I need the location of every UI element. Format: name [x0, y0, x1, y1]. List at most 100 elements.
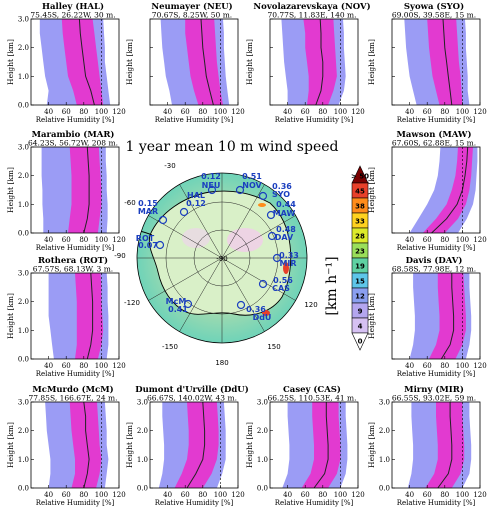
station-marker — [155, 240, 165, 250]
profile-panel: 40 60 80 100 120 0.0 1.0 2.0 3.0 Relative Humidit… — [6, 129, 126, 252]
interquartile-band — [422, 147, 473, 233]
x-tick-label: 60 — [423, 108, 432, 116]
median-line — [431, 146, 469, 234]
x-tick-label: 120 — [231, 108, 244, 116]
station-marker — [179, 207, 189, 217]
x-tick-label: 80 — [440, 491, 449, 499]
x-axis-label: Relative Humidity [%] — [36, 116, 115, 124]
median-line — [315, 18, 324, 106]
y-tick-label: 2.0 — [18, 427, 29, 435]
longitude-label: 120 — [304, 301, 317, 309]
panel-frame — [391, 272, 481, 360]
station-value: 0.15 — [138, 199, 158, 208]
x-tick-label: 100 — [95, 236, 108, 244]
y-tick-label: 3.0 — [18, 270, 29, 278]
profile-panel: 40 60 80 100 120 0.0 1.0 2.0 3.0 Relative Humidit… — [125, 384, 249, 507]
x-tick-label: 100 — [456, 108, 469, 116]
y-tick-label: 3.0 — [257, 399, 268, 407]
y-tick-label: 1.0 — [257, 456, 268, 464]
median-line — [186, 401, 206, 489]
panel-subtitle: 70.67S, 8.25W, 50 m. — [152, 11, 232, 20]
x-tick-label: 80 — [440, 108, 449, 116]
x-tick-label: 60 — [301, 491, 310, 499]
x-tick-label: 40 — [405, 108, 414, 116]
colorbar-tick-label: 4 — [358, 323, 363, 331]
x-tick-label: 100 — [95, 491, 108, 499]
y-tick-label: 1.0 — [379, 456, 390, 464]
x-tick-label: 120 — [112, 491, 125, 499]
x-tick-label: 120 — [351, 491, 364, 499]
meridian-line — [179, 257, 223, 332]
coastal-red-1 — [283, 262, 289, 274]
station-code: DAV — [275, 233, 294, 242]
station-code: NOV — [242, 181, 262, 190]
station-value: 0.44 — [276, 200, 296, 209]
station-value: 0.56 — [273, 276, 293, 285]
x-tick-label: 60 — [62, 108, 71, 116]
panel-subtitle: 77.85S, 166.67E, 24 m. — [28, 394, 117, 403]
station-code: DdU — [253, 313, 272, 322]
x-tick-label: 100 — [214, 491, 227, 499]
colorbar-tick-label: 23 — [355, 248, 365, 256]
x-tick-label: 40 — [283, 491, 292, 499]
median-line — [437, 402, 453, 489]
graticule — [137, 173, 307, 343]
colorbar-tick-label: > 50 — [351, 173, 369, 181]
panel-title: Halley (HAL) — [42, 1, 104, 12]
x-tick-label: 100 — [456, 362, 469, 370]
colorbar-tick-label: 28 — [355, 233, 365, 241]
x-tick-label: 80 — [318, 108, 327, 116]
station-value: 0.48 — [276, 225, 296, 234]
x-axis-label: Relative Humidity [%] — [275, 116, 354, 124]
y-axis-label: Height [km] — [125, 422, 134, 468]
x-axis-label: Relative Humidity [%] — [155, 116, 234, 124]
y-tick-label: 1.0 — [18, 73, 29, 81]
colorbar-tick-label: 15 — [355, 278, 365, 286]
x-tick-label: 40 — [405, 362, 414, 370]
meridian-line — [148, 257, 223, 301]
panel-frame — [30, 146, 120, 234]
interquartile-band — [425, 402, 465, 488]
y-axis-label: Height [km] — [367, 167, 376, 213]
x-axis-label: Relative Humidity [%] — [397, 116, 476, 124]
station-code: ROT — [136, 234, 155, 243]
panel-subtitle: 75.45S, 26.22W, 30 m. — [30, 11, 115, 20]
x-tick-label: 80 — [79, 491, 88, 499]
panel-title: Mirny (MIR) — [404, 384, 464, 395]
x-tick-label: 120 — [112, 362, 125, 370]
y-axis-label: Height [km] — [125, 39, 134, 85]
panel-title: Neumayer (NEU) — [151, 1, 232, 12]
colorbar-tick-label: 9 — [358, 308, 363, 316]
x-tick-label: 80 — [79, 108, 88, 116]
station-value: 0.07 — [138, 241, 158, 250]
x-tick-label: 100 — [456, 236, 469, 244]
x-tick-label: 40 — [44, 362, 53, 370]
y-tick-label: 1.0 — [18, 327, 29, 335]
x-tick-label: 100 — [95, 362, 108, 370]
panel-subtitle: 66.55S, 93.02E, 59 m. — [392, 394, 476, 403]
profile-panel: 40 60 80 100 120 0.0 1.0 2.0 3.0 Relative Humidit… — [367, 384, 487, 507]
panel-title: McMurdo (McM) — [32, 384, 113, 395]
y-tick-label: 2.0 — [18, 172, 29, 180]
x-axis-label: Relative Humidity [%] — [36, 370, 115, 378]
interquartile-band — [301, 402, 341, 488]
x-axis-label: Relative Humidity [%] — [155, 499, 234, 507]
panel-title: Davis (DAV) — [406, 255, 463, 266]
x-tick-label: 120 — [231, 491, 244, 499]
antarctic-peninsula — [137, 225, 153, 236]
station-marker — [235, 185, 245, 195]
y-tick-label: 0.0 — [137, 485, 148, 493]
station-code: HAL — [187, 191, 205, 200]
y-tick-label: 2.0 — [18, 44, 29, 52]
coastal-red-3 — [258, 203, 266, 207]
longitude-label: 180 — [215, 359, 228, 367]
y-tick-label: 3.0 — [137, 399, 148, 407]
interquartile-band — [68, 147, 102, 233]
colorbar-tick-label: 45 — [355, 188, 365, 196]
panel-subtitle: 64.23S, 56.72W, 208 m. — [28, 139, 118, 148]
y-axis-label: Height [km] — [245, 39, 254, 85]
panel-subtitle: 66.25S, 110.53E, 41 m. — [267, 394, 356, 403]
x-tick-label: 60 — [301, 108, 310, 116]
panel-frame — [391, 146, 481, 234]
